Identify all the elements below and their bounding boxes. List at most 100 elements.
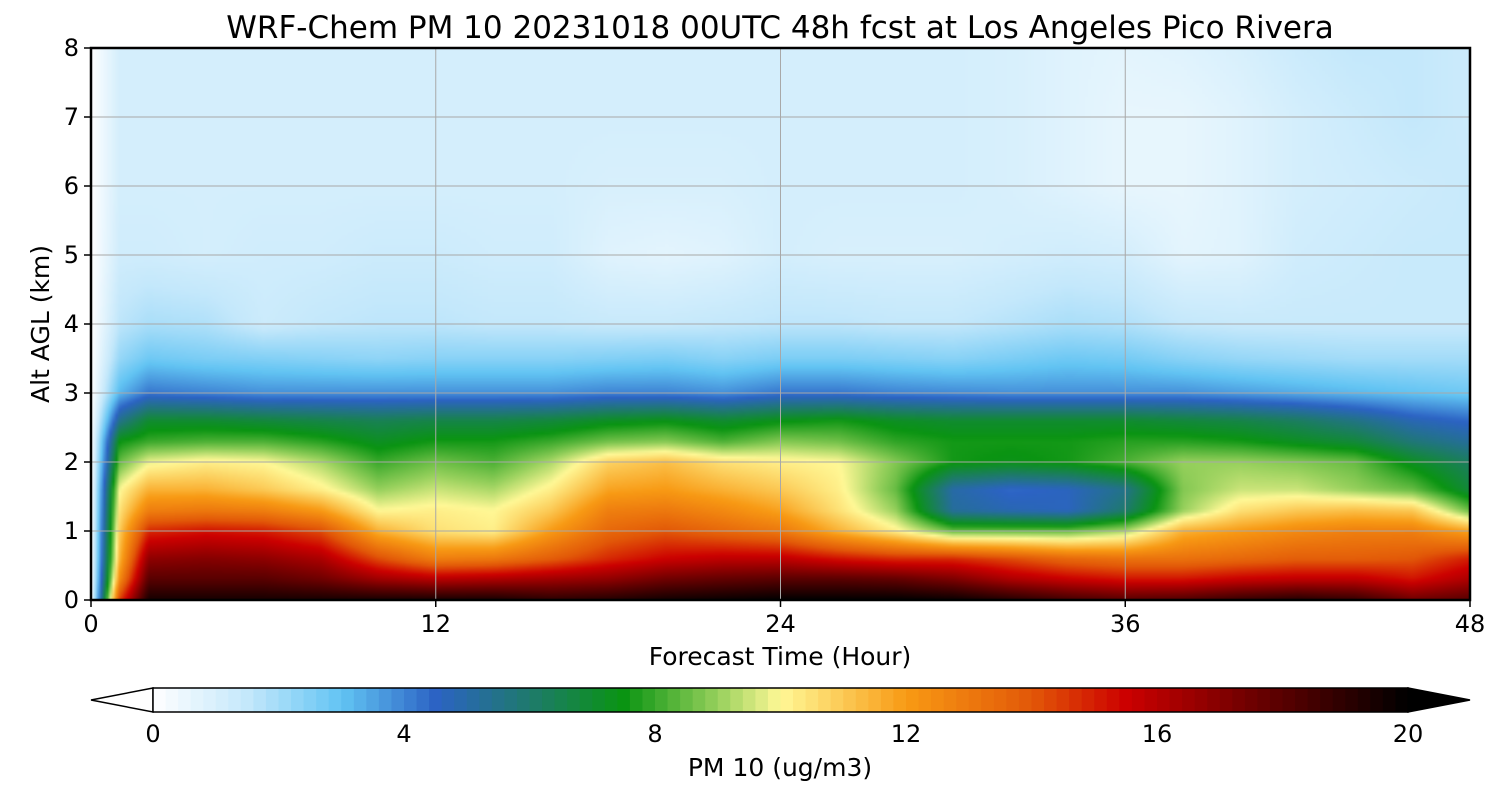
colorbar-swatch — [366, 688, 380, 712]
colorbar-ticks: 0 4 8 12 16 20 — [145, 720, 1423, 748]
colorbar-swatch — [655, 688, 669, 712]
colorbar-swatch — [203, 688, 217, 712]
colorbar-swatch — [830, 688, 844, 712]
colorbar-swatch — [818, 688, 832, 712]
colorbar-swatch — [880, 688, 895, 712]
colorbar-swatch — [265, 688, 280, 712]
colorbar-swatch — [1144, 688, 1158, 712]
colorbar-swatch — [742, 688, 756, 712]
colorbar-swatch — [328, 688, 342, 712]
y-tick-label: 4 — [64, 310, 79, 338]
colorbar-swatch — [1295, 688, 1309, 712]
colorbar-swatch — [1182, 688, 1196, 712]
colorbar-swatch — [567, 688, 581, 712]
x-tick-label: 48 — [1455, 610, 1486, 638]
chart-title: WRF-Chem PM 10 20231018 00UTC 48h fcst a… — [226, 10, 1333, 46]
colorbar-swatch — [466, 688, 480, 712]
colorbar-swatch — [240, 688, 254, 712]
colorbar-swatch — [1332, 688, 1346, 712]
colorbar-swatch — [1370, 688, 1384, 712]
colorbar-swatch — [303, 688, 317, 712]
colorbar-swatch — [529, 688, 543, 712]
colorbar-swatch — [868, 688, 882, 712]
x-axis-label: Forecast Time (Hour) — [649, 642, 912, 671]
x-tick-label: 24 — [765, 610, 796, 638]
colorbar-swatch — [592, 688, 606, 712]
colorbar-swatch — [165, 688, 179, 712]
colorbar-swatch — [1395, 688, 1409, 712]
colorbar-swatch — [780, 688, 794, 712]
colorbar-swatch — [441, 688, 455, 712]
colorbar-swatch — [1269, 688, 1284, 712]
colorbar-swatch — [1282, 688, 1296, 712]
colorbar-swatch — [705, 688, 719, 712]
colorbar-swatch — [943, 688, 957, 712]
colorbar-swatch — [730, 688, 744, 712]
y-tick-label: 1 — [64, 517, 79, 545]
colorbar-tick-label: 0 — [145, 720, 160, 748]
colorbar-tick-label: 16 — [1142, 720, 1173, 748]
y-tick-label: 3 — [64, 379, 79, 407]
colorbar-swatch — [1232, 688, 1246, 712]
y-tick-label: 6 — [64, 172, 79, 200]
colorbar-tick-label: 4 — [396, 720, 411, 748]
colorbar-swatch — [981, 688, 995, 712]
y-tick-label: 2 — [64, 448, 79, 476]
colorbar-swatch — [291, 688, 305, 712]
y-tick-label: 5 — [64, 241, 79, 269]
grid-lines — [91, 48, 1470, 600]
colorbar-swatch — [153, 688, 167, 712]
colorbar-swatch — [516, 688, 531, 712]
colorbar-swatch — [805, 688, 819, 712]
colorbar-tick-label: 8 — [647, 720, 662, 748]
colorbar-frame — [152, 687, 1409, 713]
colorbar-swatch — [906, 688, 920, 712]
y-tick-label: 7 — [64, 103, 79, 131]
colorbar-swatch — [391, 688, 405, 712]
y-tick-label: 8 — [64, 34, 79, 62]
colorbar-swatch — [1056, 688, 1070, 712]
colorbar-swatch — [931, 688, 945, 712]
colorbar-swatch — [1357, 688, 1371, 712]
colorbar-swatch — [993, 688, 1007, 712]
colorbar-swatch — [855, 688, 869, 712]
colorbar-swatch — [353, 688, 367, 712]
colorbar-tick-label: 20 — [1393, 720, 1424, 748]
colorbar — [90, 687, 1471, 713]
colorbar-swatch — [491, 688, 505, 712]
colorbar-swatch — [1106, 688, 1120, 712]
x-tick-label: 12 — [420, 610, 451, 638]
colorbar-swatch — [1069, 688, 1083, 712]
colorbar-swatch — [479, 688, 493, 712]
x-tick-label: 0 — [83, 610, 98, 638]
colorbar-swatch — [316, 688, 330, 712]
colorbar-swatch — [1094, 688, 1108, 712]
colorbar-swatch — [893, 688, 907, 712]
colorbar-swatch — [956, 688, 970, 712]
colorbar-swatch — [178, 688, 192, 712]
colorbar-swatch — [918, 688, 932, 712]
colorbar-swatch — [1320, 688, 1334, 712]
colorbar-swatch — [1044, 688, 1058, 712]
colorbar-swatch — [755, 688, 769, 712]
colorbar-swatch — [1006, 688, 1020, 712]
colorbar-swatch — [1119, 688, 1133, 712]
colorbar-swatch — [341, 688, 355, 712]
colorbar-swatch — [542, 688, 556, 712]
colorbar-swatch — [579, 688, 593, 712]
colorbar-label: PM 10 (ug/m3) — [688, 753, 872, 782]
colorbar-swatch — [692, 688, 706, 712]
colorbar-swatch — [604, 688, 618, 712]
colorbar-swatch — [253, 688, 267, 712]
colorbar-swatch — [1219, 688, 1233, 712]
colorbar-swatch — [278, 688, 292, 712]
colorbar-swatch — [190, 688, 204, 712]
colorbar-swatch — [642, 688, 656, 712]
x-axis: 0 12 24 36 48 — [83, 600, 1485, 638]
colorbar-swatch — [416, 688, 430, 712]
colorbar-swatch — [1244, 688, 1258, 712]
colorbar-swatch — [1169, 688, 1183, 712]
colorbar-swatch — [1131, 688, 1146, 712]
colorbar-swatch — [1382, 688, 1397, 712]
